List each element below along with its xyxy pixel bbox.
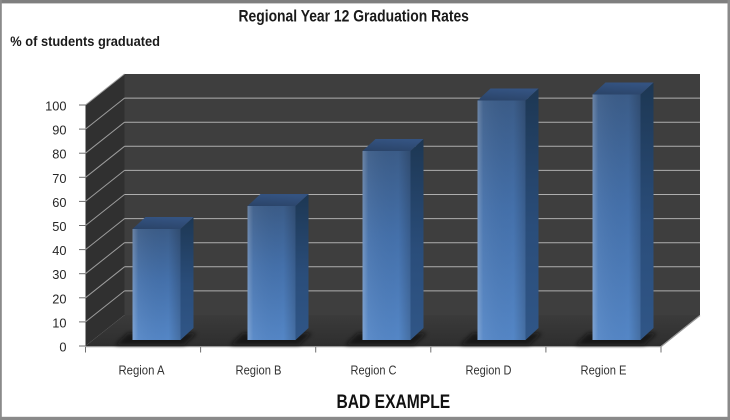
svg-text:Region D: Region D	[466, 363, 512, 378]
svg-text:30: 30	[52, 267, 66, 282]
svg-text:10: 10	[52, 315, 66, 330]
svg-text:50: 50	[52, 219, 66, 234]
svg-text:40: 40	[52, 243, 66, 258]
svg-text:80: 80	[52, 147, 66, 162]
svg-text:60: 60	[52, 195, 66, 210]
svg-text:0: 0	[59, 340, 66, 355]
svg-text:Region E: Region E	[581, 363, 627, 378]
svg-text:Regional Year 12 Graduation Ra: Regional Year 12 Graduation Rates	[239, 7, 469, 25]
svg-text:Region B: Region B	[236, 363, 282, 378]
svg-text:BAD EXAMPLE: BAD EXAMPLE	[337, 391, 451, 413]
svg-text:20: 20	[52, 291, 66, 306]
svg-text:Region C: Region C	[351, 363, 397, 378]
svg-text:Region A: Region A	[119, 363, 165, 378]
svg-text:100: 100	[45, 99, 66, 114]
svg-text:90: 90	[52, 123, 66, 138]
svg-text:70: 70	[52, 171, 66, 186]
svg-text:% of students graduated: % of students graduated	[10, 33, 160, 49]
